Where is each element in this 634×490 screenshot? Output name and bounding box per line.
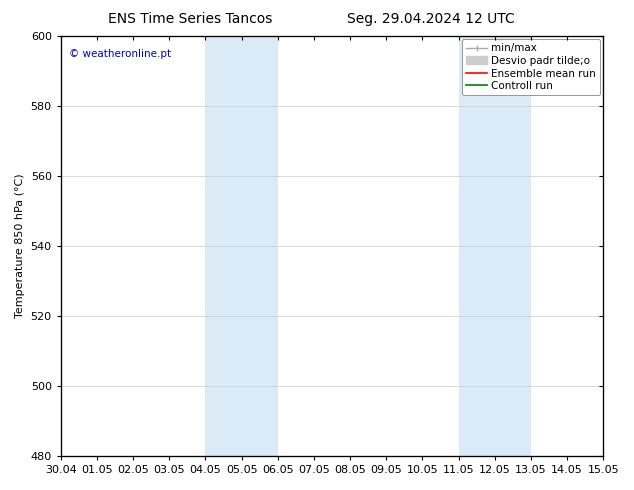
Text: © weatheronline.pt: © weatheronline.pt [69, 49, 171, 59]
Y-axis label: Temperature 850 hPa (°C): Temperature 850 hPa (°C) [15, 174, 25, 318]
Bar [458, 36, 531, 456]
Text: ENS Time Series Tancos: ENS Time Series Tancos [108, 12, 273, 26]
Legend: min/max, Desvio padr tilde;o, Ensemble mean run, Controll run: min/max, Desvio padr tilde;o, Ensemble m… [462, 39, 600, 96]
Bar [205, 36, 278, 456]
Text: Seg. 29.04.2024 12 UTC: Seg. 29.04.2024 12 UTC [347, 12, 515, 26]
